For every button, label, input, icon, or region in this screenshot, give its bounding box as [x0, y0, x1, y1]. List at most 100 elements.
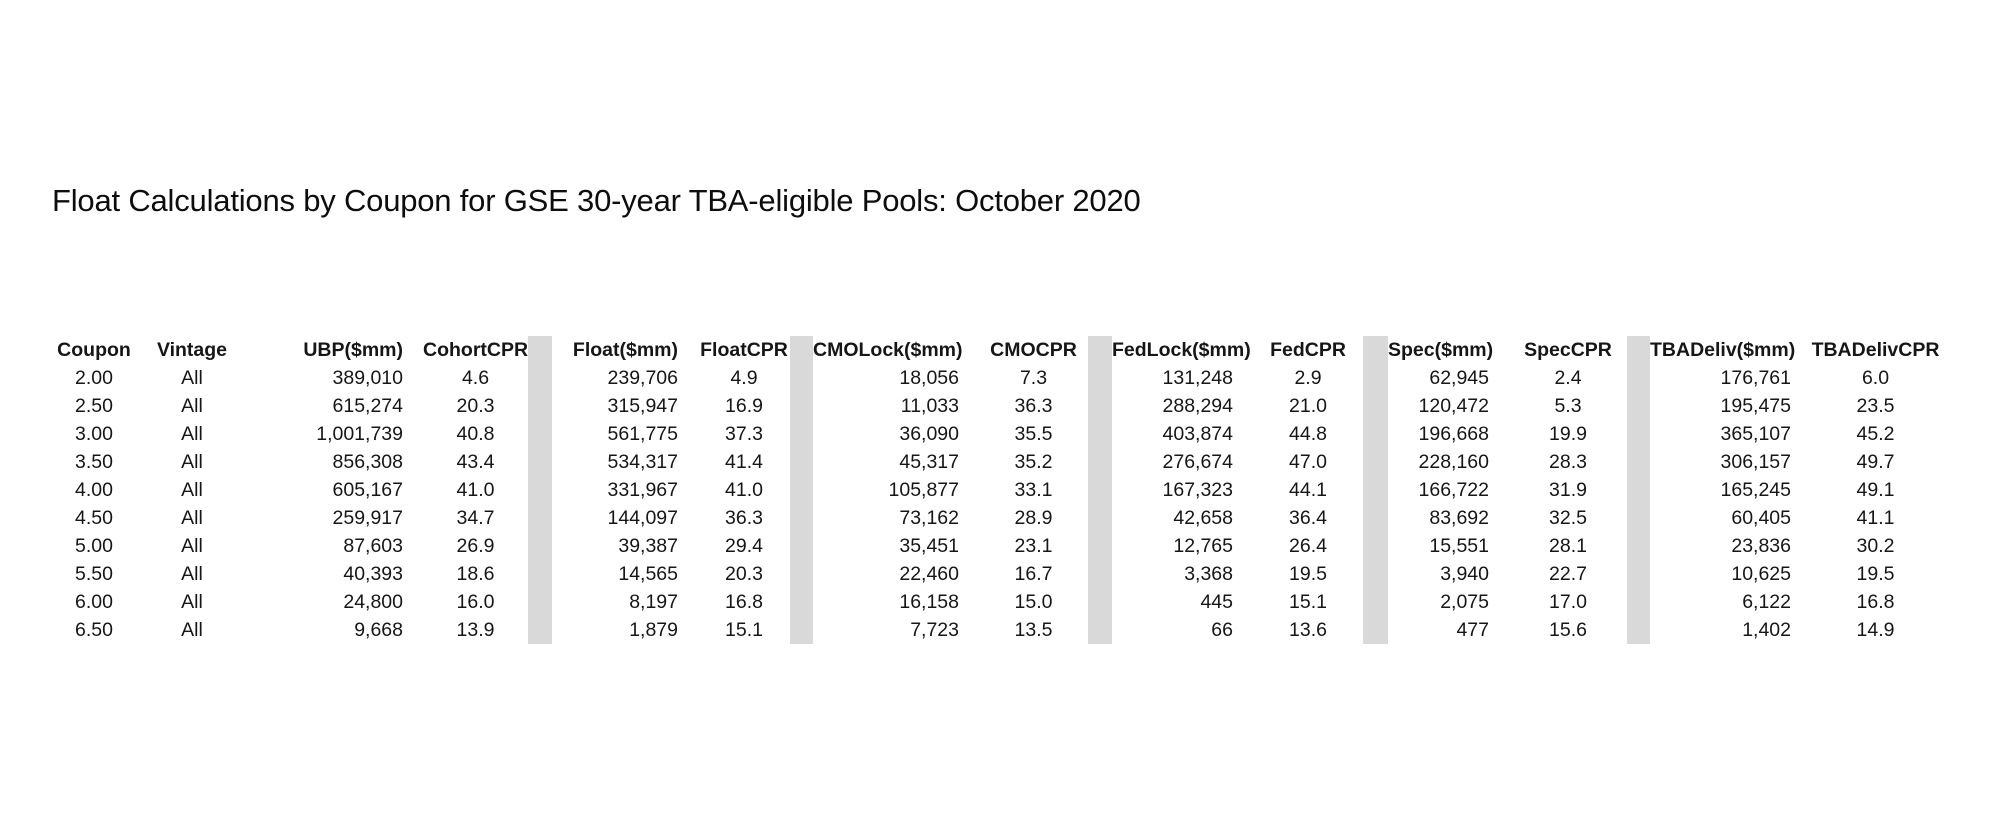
cell-vintage: All — [181, 451, 203, 473]
column-separator — [1088, 560, 1112, 588]
column-separator — [1363, 392, 1388, 420]
column-separator — [528, 588, 552, 616]
cell-fedcpr: 13.6 — [1289, 619, 1327, 641]
cell-speccpr: 22.7 — [1549, 563, 1587, 585]
column-header-speccpr: SpecCPR — [1524, 339, 1612, 361]
cell-vintage: All — [181, 367, 203, 389]
cell-cohortcpr: 20.3 — [456, 395, 495, 417]
cell-tbadeliv: 365,107 — [1720, 423, 1792, 445]
cell-spec: 2,075 — [1440, 591, 1489, 613]
cell-cmocpr: 7.3 — [1019, 367, 1048, 389]
cell-coupon: 3.00 — [75, 423, 113, 445]
column-separator — [1088, 336, 1112, 364]
column-separator — [1363, 476, 1388, 504]
column-separator — [1088, 504, 1112, 532]
cell-cmolock: 105,877 — [888, 479, 960, 501]
column-header-vintage: Vintage — [156, 339, 228, 361]
column-separator — [1088, 532, 1112, 560]
cell-fedcpr: 15.1 — [1289, 591, 1327, 613]
column-header-cmocpr: CMOCPR — [990, 339, 1077, 361]
column-separator — [790, 336, 813, 364]
cell-cmocpr: 23.1 — [1014, 535, 1053, 557]
cell-cmocpr: 36.3 — [1014, 395, 1053, 417]
column-separator — [790, 616, 813, 644]
column-separator — [528, 448, 552, 476]
cell-float: 315,947 — [607, 395, 679, 417]
cell-speccpr: 2.4 — [1554, 367, 1582, 389]
cell-fedlock: 12,765 — [1173, 535, 1233, 557]
cell-float: 39,387 — [618, 535, 678, 557]
column-separator — [1627, 420, 1650, 448]
cell-coupon: 2.50 — [75, 395, 113, 417]
cell-ubp: 605,167 — [332, 479, 404, 501]
cell-cmolock: 7,723 — [910, 619, 959, 641]
column-separator — [528, 364, 552, 392]
cell-cmolock: 18,056 — [899, 367, 959, 389]
column-header-floatcpr: FloatCPR — [700, 339, 788, 361]
table-row: 6.50 All 9,668 13.9 1,879 15.1 7,723 13.… — [55, 616, 1940, 644]
column-header-float: Float($mm) — [572, 339, 678, 361]
cell-speccpr: 31.9 — [1549, 479, 1587, 501]
cell-cmolock: 36,090 — [899, 423, 959, 445]
column-separator — [1363, 588, 1388, 616]
cell-cmocpr: 15.0 — [1014, 591, 1053, 613]
column-separator — [1088, 476, 1112, 504]
cell-ubp: 856,308 — [332, 451, 404, 473]
cell-cmolock: 45,317 — [899, 451, 959, 473]
cell-fedlock: 131,248 — [1162, 367, 1234, 389]
column-header-tbadeliv: TBADeliv($mm) — [1650, 339, 1796, 361]
column-separator — [790, 532, 813, 560]
table-body: 2.00 All 389,010 4.6 239,706 4.9 18,056 … — [55, 364, 1940, 644]
cell-cohortcpr: 18.6 — [456, 563, 495, 585]
column-header-spec: Spec($mm) — [1388, 339, 1494, 361]
cell-cohortcpr: 43.4 — [456, 451, 495, 473]
cell-tbadelivcpr: 45.2 — [1856, 423, 1895, 445]
column-separator — [1088, 392, 1112, 420]
cell-cohortcpr: 40.8 — [456, 423, 495, 445]
column-separator — [1088, 448, 1112, 476]
cell-cmolock: 16,158 — [899, 591, 959, 613]
cell-tbadeliv: 60,405 — [1731, 507, 1791, 529]
cell-fedcpr: 19.5 — [1289, 563, 1327, 585]
cell-fedcpr: 44.8 — [1289, 423, 1327, 445]
cell-tbadelivcpr: 41.1 — [1856, 507, 1895, 529]
cell-fedlock: 167,323 — [1162, 479, 1234, 501]
cell-vintage: All — [181, 535, 203, 557]
column-separator — [1363, 364, 1388, 392]
cell-fedcpr: 2.9 — [1294, 367, 1322, 389]
cell-coupon: 2.00 — [75, 367, 113, 389]
page-title: Float Calculations by Coupon for GSE 30-… — [52, 183, 1141, 218]
column-header-ubp: UBP($mm) — [303, 339, 403, 361]
cell-coupon: 6.00 — [75, 591, 113, 613]
cell-spec: 166,722 — [1418, 479, 1490, 501]
column-separator — [790, 364, 813, 392]
cell-ubp: 259,917 — [332, 507, 404, 529]
cell-tbadelivcpr: 6.0 — [1861, 367, 1890, 389]
table-row: 5.50 All 40,393 18.6 14,565 20.3 22,460 … — [55, 560, 1940, 588]
column-header-tbadelivcpr: TBADelivCPR — [1811, 339, 1940, 361]
cell-tbadelivcpr: 49.1 — [1856, 479, 1895, 501]
column-separator — [1627, 504, 1650, 532]
column-separator — [1088, 420, 1112, 448]
column-separator — [790, 448, 813, 476]
column-separator — [790, 420, 813, 448]
table-row: 2.00 All 389,010 4.6 239,706 4.9 18,056 … — [55, 364, 1940, 392]
column-separator — [528, 532, 552, 560]
cell-fedlock: 288,294 — [1162, 395, 1234, 417]
column-separator — [790, 476, 813, 504]
cell-cohortcpr: 34.7 — [456, 507, 495, 529]
cell-speccpr: 15.6 — [1549, 619, 1587, 641]
table-row: 4.00 All 605,167 41.0 331,967 41.0 105,8… — [55, 476, 1940, 504]
cell-floatcpr: 37.3 — [725, 423, 763, 445]
cell-speccpr: 32.5 — [1549, 507, 1587, 529]
cell-floatcpr: 20.3 — [725, 563, 763, 585]
cell-speccpr: 28.3 — [1549, 451, 1587, 473]
column-separator — [528, 476, 552, 504]
cell-ubp: 615,274 — [332, 395, 404, 417]
column-separator — [528, 392, 552, 420]
cell-speccpr: 5.3 — [1554, 395, 1582, 417]
cell-float: 561,775 — [607, 423, 679, 445]
cell-fedlock: 42,658 — [1173, 507, 1233, 529]
cell-coupon: 3.50 — [75, 451, 113, 473]
cell-floatcpr: 36.3 — [725, 507, 763, 529]
